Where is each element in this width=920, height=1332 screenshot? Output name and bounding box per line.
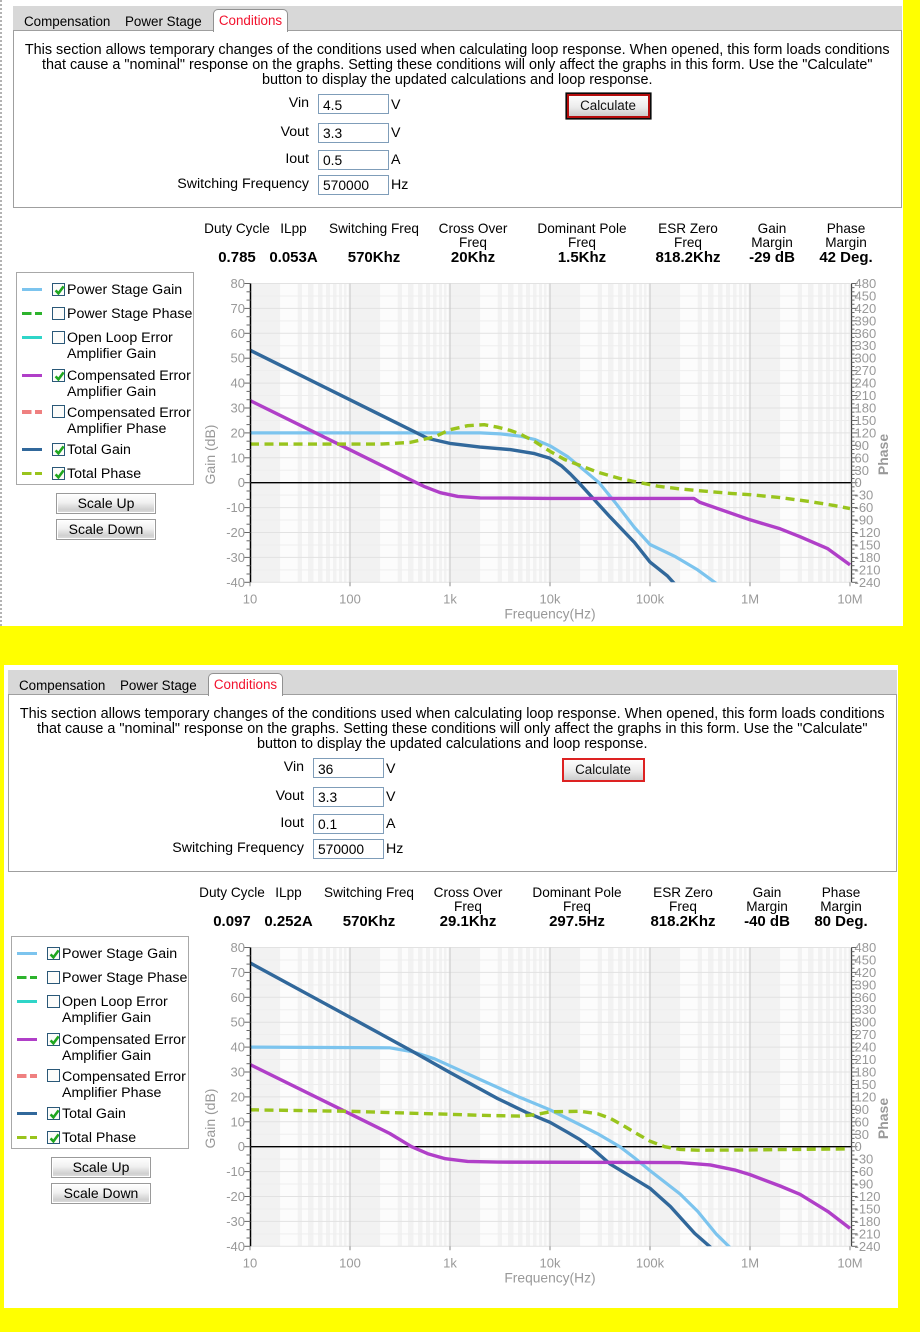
svg-text:1k: 1k (443, 1255, 457, 1270)
svg-text:60: 60 (231, 990, 245, 1005)
svg-text:270: 270 (855, 363, 877, 378)
svg-text:450: 450 (855, 289, 877, 304)
svg-text:Gain (dB): Gain (dB) (202, 425, 218, 485)
svg-text:-10: -10 (226, 500, 245, 515)
svg-text:150: 150 (855, 1077, 877, 1092)
svg-text:-40: -40 (226, 575, 245, 590)
svg-text:70: 70 (231, 301, 245, 316)
svg-text:0: 0 (855, 475, 862, 490)
svg-text:10: 10 (231, 450, 245, 465)
svg-text:300: 300 (855, 351, 877, 366)
svg-text:120: 120 (855, 1089, 877, 1104)
svg-text:210: 210 (855, 1052, 877, 1067)
svg-text:-10: -10 (226, 1164, 245, 1179)
svg-text:360: 360 (855, 990, 877, 1005)
svg-text:50: 50 (231, 351, 245, 366)
svg-text:-120: -120 (855, 1189, 881, 1204)
svg-text:180: 180 (855, 401, 877, 416)
svg-text:-180: -180 (855, 550, 881, 565)
svg-text:Frequency(Hz): Frequency(Hz) (504, 1270, 595, 1285)
svg-text:30: 30 (855, 1127, 869, 1142)
svg-text:-30: -30 (855, 488, 874, 503)
svg-text:90: 90 (855, 1102, 869, 1117)
svg-text:-150: -150 (855, 1201, 881, 1216)
svg-text:40: 40 (231, 376, 245, 391)
svg-text:50: 50 (231, 1015, 245, 1030)
svg-text:330: 330 (855, 338, 877, 353)
svg-text:-40: -40 (226, 1239, 245, 1254)
svg-text:-30: -30 (226, 1214, 245, 1229)
svg-text:0: 0 (238, 475, 245, 490)
svg-text:100k: 100k (636, 1255, 665, 1270)
svg-text:-20: -20 (226, 1189, 245, 1204)
svg-text:-210: -210 (855, 562, 881, 577)
svg-text:120: 120 (855, 425, 877, 440)
svg-text:390: 390 (855, 977, 877, 992)
svg-text:300: 300 (855, 1015, 877, 1030)
svg-text:30: 30 (231, 1065, 245, 1080)
svg-text:40: 40 (231, 1040, 245, 1055)
svg-text:-210: -210 (855, 1226, 881, 1241)
svg-text:-240: -240 (855, 1239, 881, 1254)
svg-text:10M: 10M (837, 1255, 862, 1270)
svg-text:-60: -60 (855, 500, 874, 515)
svg-text:390: 390 (855, 313, 877, 328)
svg-text:60: 60 (855, 450, 869, 465)
svg-text:60: 60 (231, 326, 245, 341)
svg-text:1k: 1k (443, 591, 457, 606)
svg-text:-150: -150 (855, 537, 881, 552)
svg-text:-90: -90 (855, 1177, 874, 1192)
svg-text:10k: 10k (540, 591, 561, 606)
svg-text:-120: -120 (855, 525, 881, 540)
svg-text:80: 80 (231, 940, 245, 955)
svg-text:-30: -30 (855, 1152, 874, 1167)
svg-text:420: 420 (855, 965, 877, 980)
svg-text:Phase: Phase (875, 434, 891, 475)
svg-text:240: 240 (855, 376, 877, 391)
svg-text:150: 150 (855, 413, 877, 428)
svg-text:210: 210 (855, 388, 877, 403)
svg-text:80: 80 (231, 276, 245, 291)
svg-text:100: 100 (339, 591, 361, 606)
svg-text:Phase: Phase (875, 1098, 891, 1139)
svg-text:-90: -90 (855, 513, 874, 528)
svg-text:480: 480 (855, 276, 877, 291)
svg-text:450: 450 (855, 953, 877, 968)
svg-text:10k: 10k (540, 1255, 561, 1270)
svg-text:-180: -180 (855, 1214, 881, 1229)
svg-text:480: 480 (855, 940, 877, 955)
svg-text:420: 420 (855, 301, 877, 316)
svg-text:Gain (dB): Gain (dB) (202, 1089, 218, 1149)
svg-text:-240: -240 (855, 575, 881, 590)
svg-text:0: 0 (855, 1139, 862, 1154)
svg-text:1M: 1M (741, 591, 759, 606)
svg-text:330: 330 (855, 1002, 877, 1017)
svg-text:20: 20 (231, 1089, 245, 1104)
svg-text:10: 10 (243, 591, 257, 606)
svg-text:100k: 100k (636, 591, 665, 606)
svg-text:240: 240 (855, 1040, 877, 1055)
svg-text:30: 30 (231, 401, 245, 416)
svg-text:1M: 1M (741, 1255, 759, 1270)
svg-text:180: 180 (855, 1065, 877, 1080)
svg-text:10: 10 (243, 1255, 257, 1270)
svg-text:60: 60 (855, 1114, 869, 1129)
svg-text:0: 0 (238, 1139, 245, 1154)
svg-text:Frequency(Hz): Frequency(Hz) (504, 606, 595, 621)
svg-text:-60: -60 (855, 1164, 874, 1179)
svg-text:10M: 10M (837, 591, 862, 606)
svg-text:20: 20 (231, 425, 245, 440)
svg-text:30: 30 (855, 463, 869, 478)
svg-text:10: 10 (231, 1114, 245, 1129)
svg-text:100: 100 (339, 1255, 361, 1270)
svg-text:270: 270 (855, 1027, 877, 1042)
svg-text:70: 70 (231, 965, 245, 980)
svg-text:-30: -30 (226, 550, 245, 565)
svg-text:360: 360 (855, 326, 877, 341)
svg-text:90: 90 (855, 438, 869, 453)
svg-text:-20: -20 (226, 525, 245, 540)
